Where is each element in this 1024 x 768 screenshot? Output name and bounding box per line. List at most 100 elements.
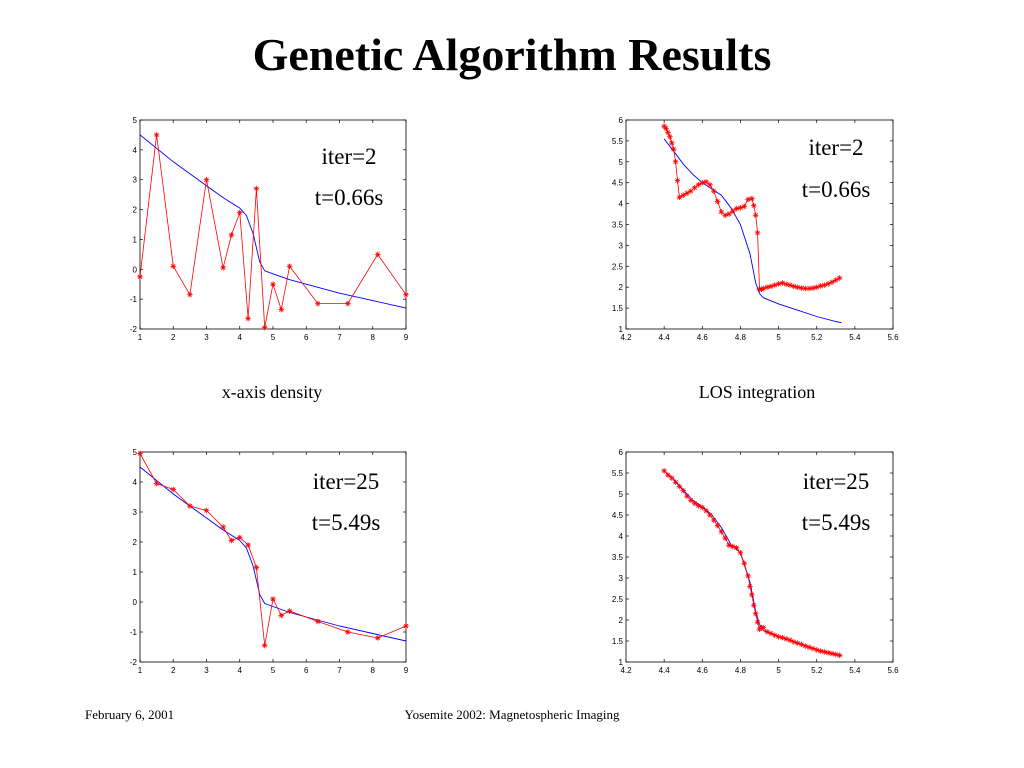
estimate-marker	[779, 634, 786, 641]
estimate-marker	[787, 282, 793, 288]
time-annotation: t=0.66s	[802, 177, 871, 202]
x-tick-label: 1	[138, 666, 143, 675]
estimate-marker	[768, 283, 774, 290]
estimate-marker	[668, 475, 675, 481]
estimate-marker	[810, 645, 816, 652]
estimate-marker	[236, 534, 243, 541]
estimate-marker	[750, 202, 757, 209]
estimate-marker	[754, 230, 761, 236]
estimate-marker	[703, 179, 709, 185]
estimate-marker	[680, 487, 687, 494]
iteration-annotation: iter=2	[808, 135, 863, 160]
estimate-marker	[737, 204, 744, 211]
y-tick-label: 2	[133, 206, 138, 215]
time-annotation: t=0.66s	[315, 185, 384, 210]
footer-conference: Yosemite 2002: Magnetospheric Imaging	[404, 707, 620, 722]
estimate-line	[139, 134, 407, 328]
estimate-marker	[779, 280, 786, 286]
y-tick-label: 0	[133, 265, 138, 274]
x-tick-label: 9	[404, 666, 409, 675]
estimate-marker	[665, 472, 671, 478]
estimate-marker	[665, 129, 671, 136]
y-tick-label: 1.5	[612, 304, 624, 313]
estimate-marker	[714, 522, 721, 529]
estimate-marker	[745, 573, 751, 579]
estimate-marker	[699, 504, 706, 511]
y-tick-label: 2	[619, 616, 624, 625]
estimate-marker	[806, 285, 812, 292]
estimate-marker	[684, 190, 690, 196]
y-tick-label: -2	[130, 658, 138, 667]
estimate-marker	[775, 634, 782, 640]
chart-los-iter2: 4.2 4.4 4.6 4.8 5 5.2 5.4 5.6 1 1.5 2 2.5 3 3.5 4 4.5 5 5…	[612, 116, 899, 342]
estimate-marker	[245, 542, 251, 548]
estimate-marker	[745, 196, 751, 203]
estimate-marker	[730, 543, 736, 550]
x-tick-label: 4.8	[735, 333, 747, 342]
estimate-marker	[688, 188, 694, 194]
estimate-marker	[661, 468, 667, 474]
estimate-marker	[153, 132, 160, 138]
estimate-marker	[261, 642, 268, 649]
y-tick-label: 1	[133, 235, 138, 244]
estimate-line	[663, 470, 840, 656]
estimate-marker	[668, 140, 675, 146]
estimate-marker	[228, 232, 235, 238]
y-tick-label: 0	[133, 598, 138, 607]
x-tick-label: 9	[404, 333, 409, 342]
estimate-marker	[674, 177, 681, 184]
x-tick-label: 4	[238, 666, 243, 675]
x-tick-label: 4.6	[697, 666, 709, 675]
y-tick-label: 2	[619, 283, 624, 292]
y-tick-label: 1	[619, 658, 624, 667]
estimate-marker	[236, 209, 243, 216]
estimate-marker	[345, 300, 351, 307]
estimate-marker	[832, 277, 839, 283]
estimate-marker	[315, 300, 321, 307]
estimate-marker	[771, 282, 778, 288]
estimate-marker	[817, 648, 824, 654]
y-tick-label: 1	[619, 325, 624, 334]
estimate-marker	[220, 524, 226, 530]
x-tick-label: 4.4	[659, 333, 671, 342]
estimate-marker	[829, 650, 835, 657]
estimate-marker	[710, 188, 717, 194]
estimate-marker	[726, 211, 732, 217]
estimate-marker	[137, 450, 143, 457]
x-tick-label: 5.6	[887, 333, 899, 342]
estimate-marker	[783, 636, 789, 642]
estimate-marker	[754, 619, 761, 625]
estimate-marker	[278, 612, 285, 619]
caption-density: x-axis density	[221, 382, 323, 402]
estimate-marker	[667, 133, 673, 140]
estimate-marker	[791, 283, 797, 290]
x-tick-label: 4.8	[735, 666, 747, 675]
estimate-marker	[764, 284, 770, 290]
estimate-marker	[245, 315, 251, 322]
estimate-marker	[747, 583, 753, 590]
estimate-marker	[733, 205, 740, 212]
estimate-marker	[794, 640, 801, 646]
y-tick-label: 4	[619, 532, 624, 541]
x-tick-label: 7	[337, 333, 342, 342]
y-tick-label: 3	[619, 241, 624, 250]
x-tick-label: 7	[337, 666, 342, 675]
y-tick-label: 3	[133, 508, 138, 517]
estimate-marker	[680, 192, 687, 199]
chart-density-iter2: 1 2 3 4 5 6 7 8 9 -2 -1 0 1 2 3 4 5 iter=2 t=0.66s	[130, 116, 409, 342]
time-annotation: t=5.49s	[312, 510, 381, 535]
x-tick-label: 2	[171, 666, 176, 675]
time-annotation: t=5.49s	[802, 510, 871, 535]
estimate-marker	[699, 179, 706, 186]
y-tick-label: 5	[619, 490, 624, 499]
y-tick-label: 4	[619, 200, 624, 209]
estimate-marker	[672, 479, 679, 486]
x-tick-label: 4.4	[659, 666, 671, 675]
estimate-marker	[730, 208, 736, 214]
estimate-marker	[403, 291, 409, 298]
estimate-marker	[714, 198, 721, 205]
estimate-marker	[760, 285, 767, 292]
estimate-marker	[153, 480, 160, 487]
estimate-marker	[691, 184, 698, 191]
y-tick-label: 2.5	[612, 595, 624, 604]
